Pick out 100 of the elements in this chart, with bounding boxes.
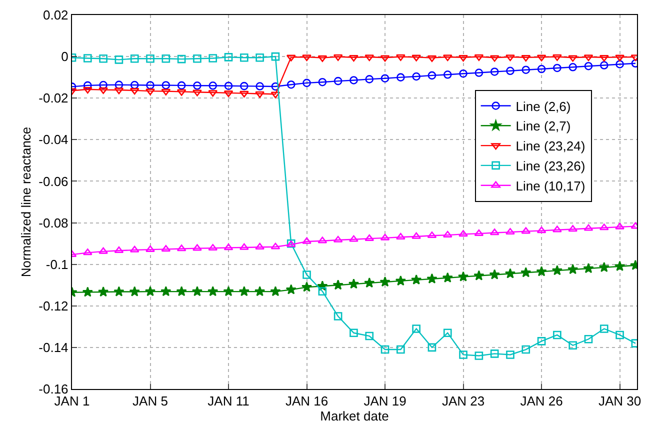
x-tick-label: JAN 19	[364, 394, 406, 409]
x-tick-label: JAN 11	[208, 394, 250, 409]
point	[318, 78, 327, 86]
legend-label: Line (10,17)	[516, 178, 586, 194]
point	[506, 66, 514, 76]
y-tick-label: 0.02	[42, 8, 68, 23]
point	[537, 337, 546, 346]
point	[176, 286, 187, 296]
point	[223, 286, 234, 296]
point	[348, 278, 360, 289]
point	[301, 282, 312, 292]
point	[489, 269, 500, 280]
point	[192, 90, 202, 96]
point	[350, 76, 358, 84]
point	[552, 226, 562, 232]
point	[177, 81, 186, 90]
point	[160, 286, 172, 296]
point	[459, 350, 468, 359]
y-tick-label: 0	[61, 49, 68, 64]
point	[458, 54, 468, 62]
point	[318, 55, 328, 62]
point	[208, 286, 218, 296]
point	[192, 286, 203, 296]
point	[428, 71, 436, 80]
y-tick-label: -0.14	[38, 340, 68, 355]
point	[318, 287, 327, 296]
point	[270, 286, 281, 296]
point	[490, 350, 499, 358]
y-tick-label: -0.1	[46, 256, 68, 272]
point	[82, 286, 93, 297]
point	[490, 228, 500, 236]
point	[193, 54, 202, 63]
point	[98, 87, 108, 94]
point	[615, 222, 624, 230]
point	[129, 286, 140, 296]
point	[334, 76, 342, 86]
point	[474, 54, 484, 61]
point	[98, 286, 109, 297]
point	[98, 247, 108, 254]
point	[240, 82, 248, 90]
point	[536, 54, 546, 62]
legend-label: Line (2,6)	[516, 98, 571, 114]
point	[99, 80, 108, 90]
point	[553, 64, 562, 72]
point	[600, 61, 608, 70]
point	[522, 345, 530, 354]
point	[568, 264, 578, 274]
point	[161, 245, 171, 252]
y-axis-title: Normalized line reactance	[18, 126, 34, 278]
point	[380, 276, 390, 287]
point	[224, 90, 234, 98]
point	[333, 54, 343, 61]
point	[380, 74, 390, 83]
point	[615, 54, 624, 62]
point	[553, 330, 562, 340]
point	[224, 82, 233, 90]
point	[396, 345, 405, 354]
point	[255, 91, 264, 98]
point	[364, 234, 374, 241]
point	[428, 343, 436, 352]
point	[474, 352, 484, 360]
point	[614, 260, 626, 272]
point	[130, 88, 140, 95]
point	[442, 54, 452, 62]
point	[208, 54, 218, 62]
point	[114, 88, 124, 94]
point	[256, 82, 264, 90]
point	[84, 81, 92, 90]
point	[146, 81, 154, 90]
point	[380, 55, 390, 62]
point	[302, 237, 312, 244]
y-tick-label: -0.12	[38, 298, 68, 314]
point	[490, 55, 500, 62]
point	[442, 230, 452, 238]
point	[506, 350, 514, 359]
point	[114, 80, 124, 89]
point	[286, 80, 296, 89]
point	[332, 280, 344, 290]
point	[364, 277, 375, 288]
point	[224, 244, 234, 250]
point	[584, 62, 593, 70]
point	[82, 248, 92, 256]
point	[474, 229, 484, 236]
legend-label: Line (2,7)	[516, 118, 571, 134]
point	[522, 66, 530, 74]
point	[208, 81, 218, 90]
point	[114, 286, 124, 296]
point	[521, 227, 531, 234]
point	[146, 245, 155, 252]
point	[536, 226, 546, 234]
point	[99, 54, 108, 63]
point	[238, 286, 250, 296]
point	[584, 334, 593, 344]
point	[474, 68, 484, 77]
point	[411, 274, 422, 285]
point	[208, 244, 218, 251]
point	[255, 242, 264, 250]
point	[521, 54, 531, 62]
point	[442, 272, 453, 282]
point	[271, 52, 280, 61]
